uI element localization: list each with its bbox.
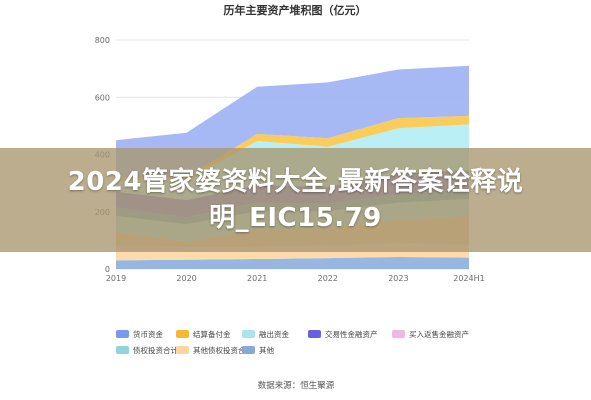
legend-item: 买入返售金融资产	[392, 329, 469, 339]
legend-swatch	[392, 330, 405, 338]
x-tick-label: 2021	[247, 274, 267, 283]
legend-item: 结算备付金	[176, 329, 231, 339]
legend-swatch	[116, 330, 129, 338]
data-source: 数据来源：恒生聚源	[258, 380, 335, 391]
legend-item: 其他	[242, 345, 274, 355]
area-series-0	[116, 257, 469, 269]
area-series-8	[116, 115, 469, 181]
y-tick-label: 0	[105, 265, 110, 274]
legend-label: 结算备付金	[193, 329, 231, 339]
legend-label: 买入返售金融资产	[409, 329, 469, 339]
legend-item: 交易性金融资产	[308, 329, 378, 339]
x-tick-label: 2019	[106, 274, 126, 283]
x-tick-label: 2023	[388, 274, 408, 283]
legend-item: 货币资金	[116, 329, 163, 339]
legend-item: 债权投资合计	[116, 345, 178, 355]
legend-label: 交易性金融资产	[325, 329, 378, 339]
legend-label: 债权投资合计	[133, 345, 178, 355]
x-tick-label: 2024H1	[453, 274, 484, 283]
overlay-text-line-1: 2024管家婆资料大全,最新答案诠释说	[67, 167, 524, 197]
legend-swatch	[176, 330, 189, 338]
y-tick-label: 600	[95, 93, 110, 102]
overlay-banner: 2024管家婆资料大全,最新答案诠释说 明_EIC15.79	[0, 148, 591, 252]
y-tick-label: 800	[95, 36, 110, 45]
overlay-text-line-2: 明_EIC15.79	[209, 203, 382, 233]
legend-swatch	[176, 346, 189, 354]
legend-item: 融出资金	[242, 329, 289, 339]
chart-title: 历年主要资产堆积图（亿元）	[224, 3, 367, 17]
x-tick-label: 2020	[176, 274, 196, 283]
legend-label: 货币资金	[133, 329, 163, 339]
legend-item: 其他债权投资合计	[176, 345, 253, 355]
x-tick-label: 2022	[318, 274, 338, 283]
legend-swatch	[242, 330, 255, 338]
legend-label: 其他	[259, 345, 274, 355]
legend-label: 其他债权投资合计	[193, 345, 253, 355]
legend-swatch	[308, 330, 321, 338]
legend-label: 融出资金	[259, 329, 289, 339]
legend-swatch	[116, 346, 129, 354]
legend-swatch	[242, 346, 255, 354]
